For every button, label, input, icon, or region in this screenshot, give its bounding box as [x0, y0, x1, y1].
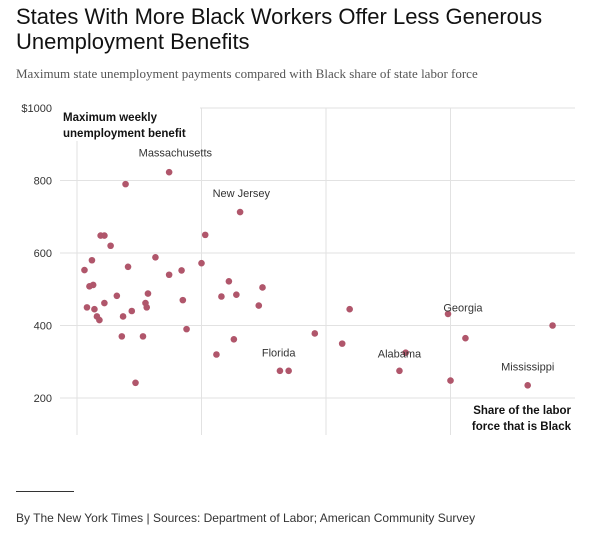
data-point: [83, 304, 91, 311]
data-point: [101, 232, 108, 239]
data-point: [81, 266, 88, 274]
data-point: [143, 304, 151, 311]
footer-divider: [16, 491, 74, 492]
y-axis-label-line-1: Maximum weekly: [63, 112, 158, 124]
data-point: [96, 316, 103, 324]
data-point: [89, 281, 97, 289]
source-credit: By The New York Times | Sources: Departm…: [16, 511, 476, 525]
chart-title: States With More Black Workers Offer Les…: [16, 4, 543, 54]
data-point: [139, 333, 147, 340]
data-point: [118, 333, 126, 340]
data-point: [462, 334, 469, 342]
data-point: [113, 292, 121, 300]
data-point: [276, 367, 284, 375]
data-point: [230, 335, 238, 343]
data-point: [255, 302, 263, 309]
data-point: [122, 180, 129, 188]
data-point: [107, 242, 114, 250]
data-point: [132, 379, 139, 387]
data-point: [179, 296, 187, 304]
data-point: [119, 313, 127, 320]
data-point: [144, 290, 152, 297]
y-tick-label: 600: [34, 248, 52, 260]
data-point: [444, 310, 452, 318]
data-point: [101, 299, 108, 307]
data-point: [524, 382, 531, 389]
data-point: [165, 168, 173, 176]
state-label: New Jersey: [213, 188, 271, 200]
chart-subtitle: Maximum state unemployment payments comp…: [16, 66, 478, 81]
data-point: [198, 259, 205, 267]
y-axis-label-line-2: unemployment benefit: [63, 128, 186, 140]
y-tick-label: 800: [34, 176, 52, 188]
state-label: Massachusetts: [139, 148, 213, 160]
grid-lines: [60, 107, 575, 435]
data-point: [285, 367, 292, 375]
state-label: Alabama: [378, 348, 422, 360]
data-point: [396, 367, 403, 375]
data-point: [88, 256, 96, 264]
data-point: [218, 293, 225, 300]
state-label: Florida: [262, 348, 297, 360]
y-tick-label: $1000: [21, 103, 52, 115]
data-point: [402, 349, 409, 356]
data-point: [338, 340, 346, 347]
state-label: Mississippi: [501, 361, 554, 373]
y-tick-label: 200: [34, 393, 52, 405]
data-point: [152, 254, 159, 261]
data-point: [346, 305, 353, 313]
data-point: [213, 351, 220, 358]
data-point: [91, 305, 98, 313]
data-point: [233, 291, 240, 298]
data-point: [549, 322, 556, 329]
data-point: [311, 330, 319, 337]
y-tick-label: 400: [34, 321, 52, 333]
data-point: [447, 377, 454, 384]
data-point: [236, 208, 244, 216]
x-axis-label-line-1: Share of the labor: [473, 405, 571, 417]
y-axis-label: Maximum weekly unemployment benefit: [60, 107, 200, 141]
state-label: Georgia: [443, 303, 483, 315]
data-points: [81, 168, 556, 389]
data-point: [165, 271, 173, 279]
data-point: [259, 284, 266, 291]
data-point: [201, 231, 209, 239]
x-axis-label-line-2: force that is Black: [472, 421, 572, 433]
state-annotations: Massachusetts New Jersey Florida Alabama Geo…: [139, 148, 555, 374]
data-point: [124, 263, 132, 271]
data-point: [183, 325, 190, 333]
data-point: [225, 277, 233, 285]
x-axis-label: Share of the labor force that is Black: [455, 400, 577, 434]
y-axis-ticks: 200 400 600 800 $1000: [21, 103, 52, 405]
data-point: [128, 307, 136, 315]
data-point: [178, 267, 185, 274]
